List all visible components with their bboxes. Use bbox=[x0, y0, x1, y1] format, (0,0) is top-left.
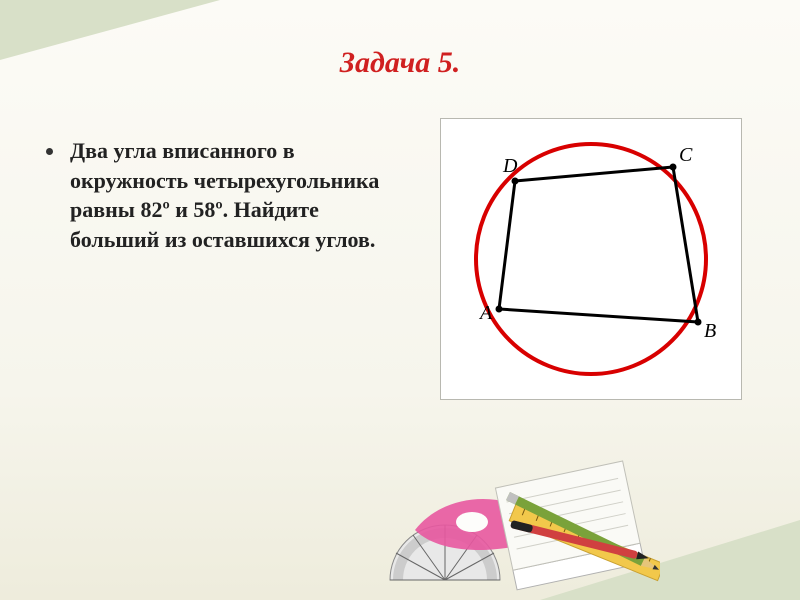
vertex-points bbox=[496, 164, 702, 326]
problem-text: Два угла вписанного в окружность четырех… bbox=[70, 136, 390, 255]
quadrilateral bbox=[499, 167, 698, 322]
slide: Задача 5. Два угла вписанного в окружнос… bbox=[0, 0, 800, 600]
vertex-point bbox=[512, 178, 519, 185]
vertex-label: B bbox=[704, 320, 716, 342]
vertex-point bbox=[496, 306, 503, 313]
geometry-figure: A D C B bbox=[440, 118, 742, 400]
vertex-point bbox=[670, 164, 677, 171]
vertex-label: D bbox=[502, 155, 518, 177]
stationery-decoration bbox=[360, 430, 660, 600]
vertex-label: C bbox=[679, 144, 693, 166]
vertex-label: A bbox=[478, 302, 493, 324]
inscribed-circle bbox=[476, 144, 706, 374]
vertex-point bbox=[695, 319, 702, 326]
bullet-icon bbox=[46, 148, 53, 155]
slide-title: Задача 5. bbox=[0, 46, 800, 80]
